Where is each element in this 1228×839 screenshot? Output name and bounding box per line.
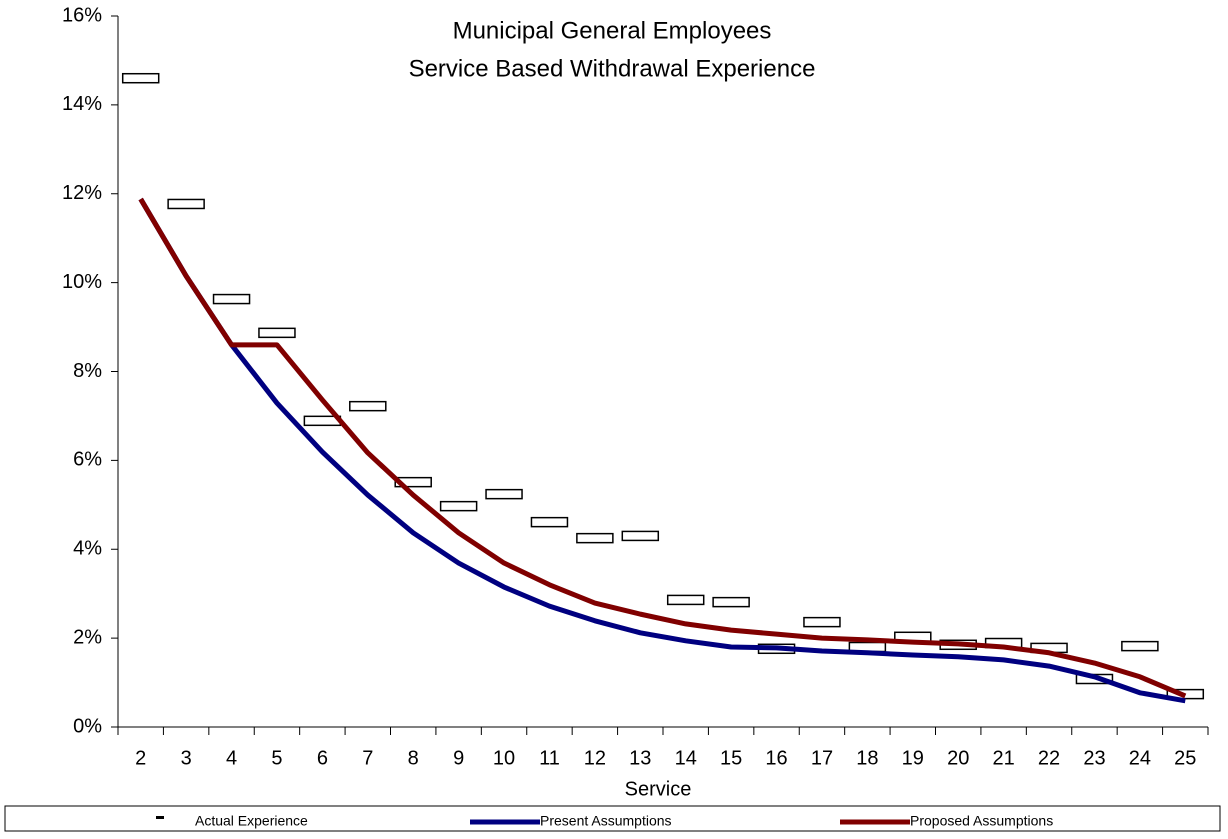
y-tick-label: 14% [62, 93, 102, 115]
y-tick-label: 16% [62, 4, 102, 26]
data-marker [485, 488, 523, 500]
data-marker [803, 616, 841, 628]
x-tick-label: 4 [226, 747, 237, 769]
x-tick-label: 17 [811, 747, 833, 769]
data-marker [1121, 640, 1159, 652]
x-tick-label: 7 [362, 747, 373, 769]
x-tick-label: 21 [993, 747, 1015, 769]
data-marker [666, 594, 705, 606]
x-tick-label: 6 [317, 747, 328, 769]
data-marker [530, 516, 569, 528]
legend-label: Proposed Assumptions [910, 813, 1053, 829]
x-tick-label: 14 [675, 747, 697, 769]
data-marker [258, 327, 296, 339]
x-tick-label: 23 [1083, 747, 1105, 769]
x-tick-label: 11 [539, 747, 560, 769]
x-tick-label: 2 [135, 747, 146, 769]
x-tick-label: 13 [629, 747, 651, 769]
data-marker [712, 596, 750, 608]
chart-title: Municipal General Employees [453, 17, 772, 44]
x-tick-label: 19 [902, 747, 924, 769]
x-tick-label: 5 [271, 747, 282, 769]
y-tick-label: 10% [62, 271, 102, 293]
x-tick-label: 3 [181, 747, 192, 769]
y-tick-label: 4% [73, 538, 102, 560]
data-marker [349, 400, 387, 412]
legend-box [4, 805, 1221, 832]
y-tick-label: 0% [73, 715, 102, 737]
x-tick-label: 18 [856, 747, 878, 769]
x-tick-label: 15 [720, 747, 742, 769]
y-tick-label: 12% [62, 182, 102, 204]
x-tick-label: 9 [453, 747, 464, 769]
x-axis-label: Service [625, 778, 692, 800]
data-marker [439, 500, 478, 512]
x-tick-label: 8 [408, 747, 419, 769]
y-tick-label: 8% [73, 360, 102, 382]
y-tick-label: 6% [73, 449, 102, 471]
data-marker [394, 476, 432, 488]
legend-label: Actual Experience [195, 813, 308, 829]
data-line [138, 197, 1186, 704]
x-tick-label: 24 [1129, 747, 1151, 769]
data-marker [576, 532, 614, 544]
x-tick-label: 12 [584, 747, 606, 769]
x-tick-label: 16 [765, 747, 787, 769]
legend-swatch [156, 816, 164, 819]
chart-subtitle: Service Based Withdrawal Experience [409, 55, 816, 82]
x-tick-label: 22 [1038, 747, 1060, 769]
data-marker [212, 293, 251, 305]
y-tick-label: 2% [73, 626, 102, 648]
data-marker [121, 72, 160, 84]
x-tick-label: 20 [947, 747, 969, 769]
data-line [138, 197, 1187, 699]
x-tick-label: 10 [493, 747, 515, 769]
legend-label: Present Assumptions [540, 813, 672, 829]
data-marker [167, 198, 205, 210]
data-marker [621, 530, 660, 542]
x-tick-label: 25 [1174, 747, 1196, 769]
